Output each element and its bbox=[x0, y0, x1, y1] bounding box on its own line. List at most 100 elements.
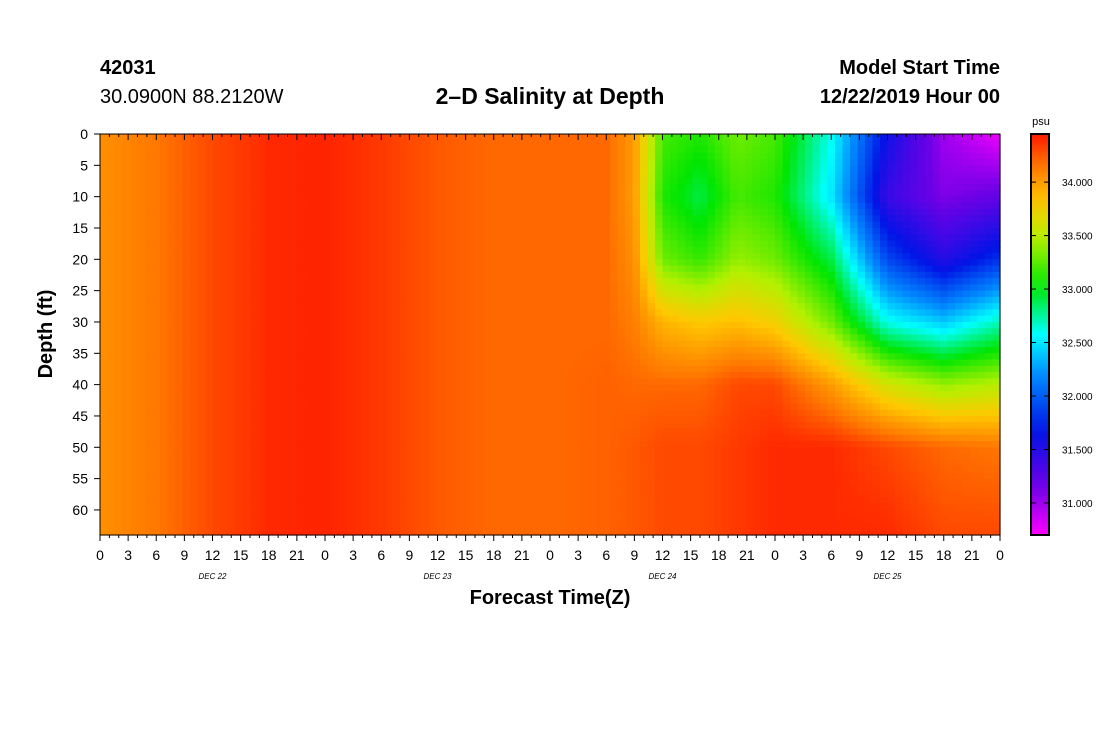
heatmap-cell bbox=[145, 146, 154, 154]
heatmap-cell bbox=[272, 159, 281, 166]
heatmap-cell bbox=[595, 303, 604, 311]
heatmap-cell bbox=[340, 146, 349, 154]
heatmap-cell bbox=[610, 478, 619, 486]
heatmap-cell bbox=[325, 484, 334, 492]
heatmap-cell bbox=[167, 190, 176, 198]
heatmap-cell bbox=[182, 271, 191, 279]
heatmap-cell bbox=[130, 140, 139, 148]
heatmap-cell bbox=[430, 472, 439, 480]
heatmap-cell bbox=[287, 497, 296, 505]
heatmap-cell bbox=[182, 246, 191, 254]
heatmap-cell bbox=[167, 459, 176, 467]
heatmap-cell bbox=[355, 296, 364, 304]
heatmap-cell bbox=[632, 271, 641, 279]
heatmap-cell bbox=[482, 190, 491, 198]
heatmap-cell bbox=[205, 265, 214, 273]
heatmap-cell bbox=[587, 459, 596, 467]
heatmap-cell bbox=[370, 384, 379, 392]
heatmap-cell bbox=[445, 140, 454, 148]
heatmap-cell bbox=[602, 472, 611, 480]
heatmap-cell bbox=[445, 347, 454, 354]
heatmap-cell bbox=[190, 184, 199, 191]
heatmap-cell bbox=[460, 372, 469, 379]
heatmap-cell bbox=[167, 171, 176, 179]
heatmap-cell bbox=[482, 165, 491, 173]
heatmap-cell bbox=[520, 447, 529, 455]
heatmap-cell bbox=[497, 415, 506, 423]
heatmap-cell bbox=[572, 390, 581, 398]
heatmap-cell bbox=[272, 466, 281, 473]
heatmap-cell bbox=[145, 365, 154, 373]
heatmap-cell bbox=[452, 472, 461, 480]
heatmap-cell bbox=[422, 146, 431, 154]
heatmap-cell bbox=[497, 447, 506, 455]
heatmap-cell bbox=[370, 441, 379, 448]
heatmap-cell bbox=[205, 246, 214, 254]
heatmap-cell bbox=[557, 165, 566, 173]
heatmap-cell bbox=[580, 384, 589, 392]
heatmap-cell bbox=[107, 340, 116, 348]
heatmap-cell bbox=[190, 522, 199, 530]
heatmap-cell bbox=[550, 196, 559, 204]
heatmap-cell bbox=[512, 434, 521, 442]
heatmap-cell bbox=[167, 259, 176, 267]
heatmap-cell bbox=[452, 428, 461, 436]
heatmap-cell bbox=[220, 340, 229, 348]
heatmap-cell bbox=[310, 509, 319, 517]
heatmap-cell bbox=[535, 447, 544, 455]
heatmap-cell bbox=[332, 159, 341, 166]
heatmap-cell bbox=[670, 234, 679, 242]
heatmap-cell bbox=[115, 253, 124, 260]
heatmap-cell bbox=[167, 409, 176, 417]
heatmap-cell bbox=[557, 503, 566, 511]
heatmap-cell bbox=[565, 453, 574, 461]
heatmap-cell bbox=[325, 278, 334, 285]
heatmap-cell bbox=[550, 459, 559, 467]
heatmap-cell bbox=[355, 328, 364, 336]
heatmap-cell bbox=[422, 447, 431, 455]
heatmap-cell bbox=[437, 359, 446, 367]
heatmap-cell bbox=[265, 202, 274, 210]
heatmap-cell bbox=[460, 409, 469, 417]
heatmap-cell bbox=[355, 134, 364, 141]
heatmap-cell bbox=[542, 428, 551, 436]
heatmap-cell bbox=[572, 347, 581, 354]
heatmap-cell bbox=[392, 328, 401, 336]
heatmap-cell bbox=[595, 390, 604, 398]
heatmap-cell bbox=[347, 484, 356, 492]
heatmap-cell bbox=[505, 215, 514, 223]
heatmap-cell bbox=[122, 466, 131, 473]
heatmap-cell bbox=[160, 428, 169, 436]
heatmap-cell bbox=[602, 278, 611, 285]
heatmap-cell bbox=[182, 209, 191, 217]
heatmap-cell bbox=[152, 372, 161, 379]
heatmap-cell bbox=[625, 353, 634, 361]
heatmap-cell bbox=[325, 528, 334, 536]
heatmap-cell bbox=[677, 328, 686, 336]
heatmap-cell bbox=[632, 221, 641, 229]
heatmap-cell bbox=[122, 146, 131, 154]
heatmap-cell bbox=[572, 409, 581, 417]
heatmap-cell bbox=[437, 328, 446, 336]
heatmap-cell bbox=[422, 390, 431, 398]
heatmap-cell bbox=[355, 415, 364, 423]
heatmap-cell bbox=[670, 340, 679, 348]
heatmap-cell bbox=[670, 528, 679, 536]
heatmap-cell bbox=[212, 209, 221, 217]
heatmap-cell bbox=[610, 409, 619, 417]
heatmap-cell bbox=[302, 347, 311, 354]
heatmap-cell bbox=[497, 491, 506, 499]
heatmap-cell bbox=[392, 165, 401, 173]
heatmap-cell bbox=[587, 397, 596, 405]
heatmap-cell bbox=[497, 497, 506, 505]
heatmap-cell bbox=[520, 528, 529, 536]
heatmap-cell bbox=[572, 403, 581, 411]
heatmap-cell bbox=[317, 278, 326, 285]
heatmap-cell bbox=[205, 484, 214, 492]
heatmap-cell bbox=[452, 403, 461, 411]
heatmap-cell bbox=[242, 134, 251, 141]
heatmap-cell bbox=[482, 334, 491, 342]
heatmap-cell bbox=[467, 353, 476, 361]
heatmap-cell bbox=[527, 415, 536, 423]
heatmap-cell bbox=[670, 278, 679, 285]
